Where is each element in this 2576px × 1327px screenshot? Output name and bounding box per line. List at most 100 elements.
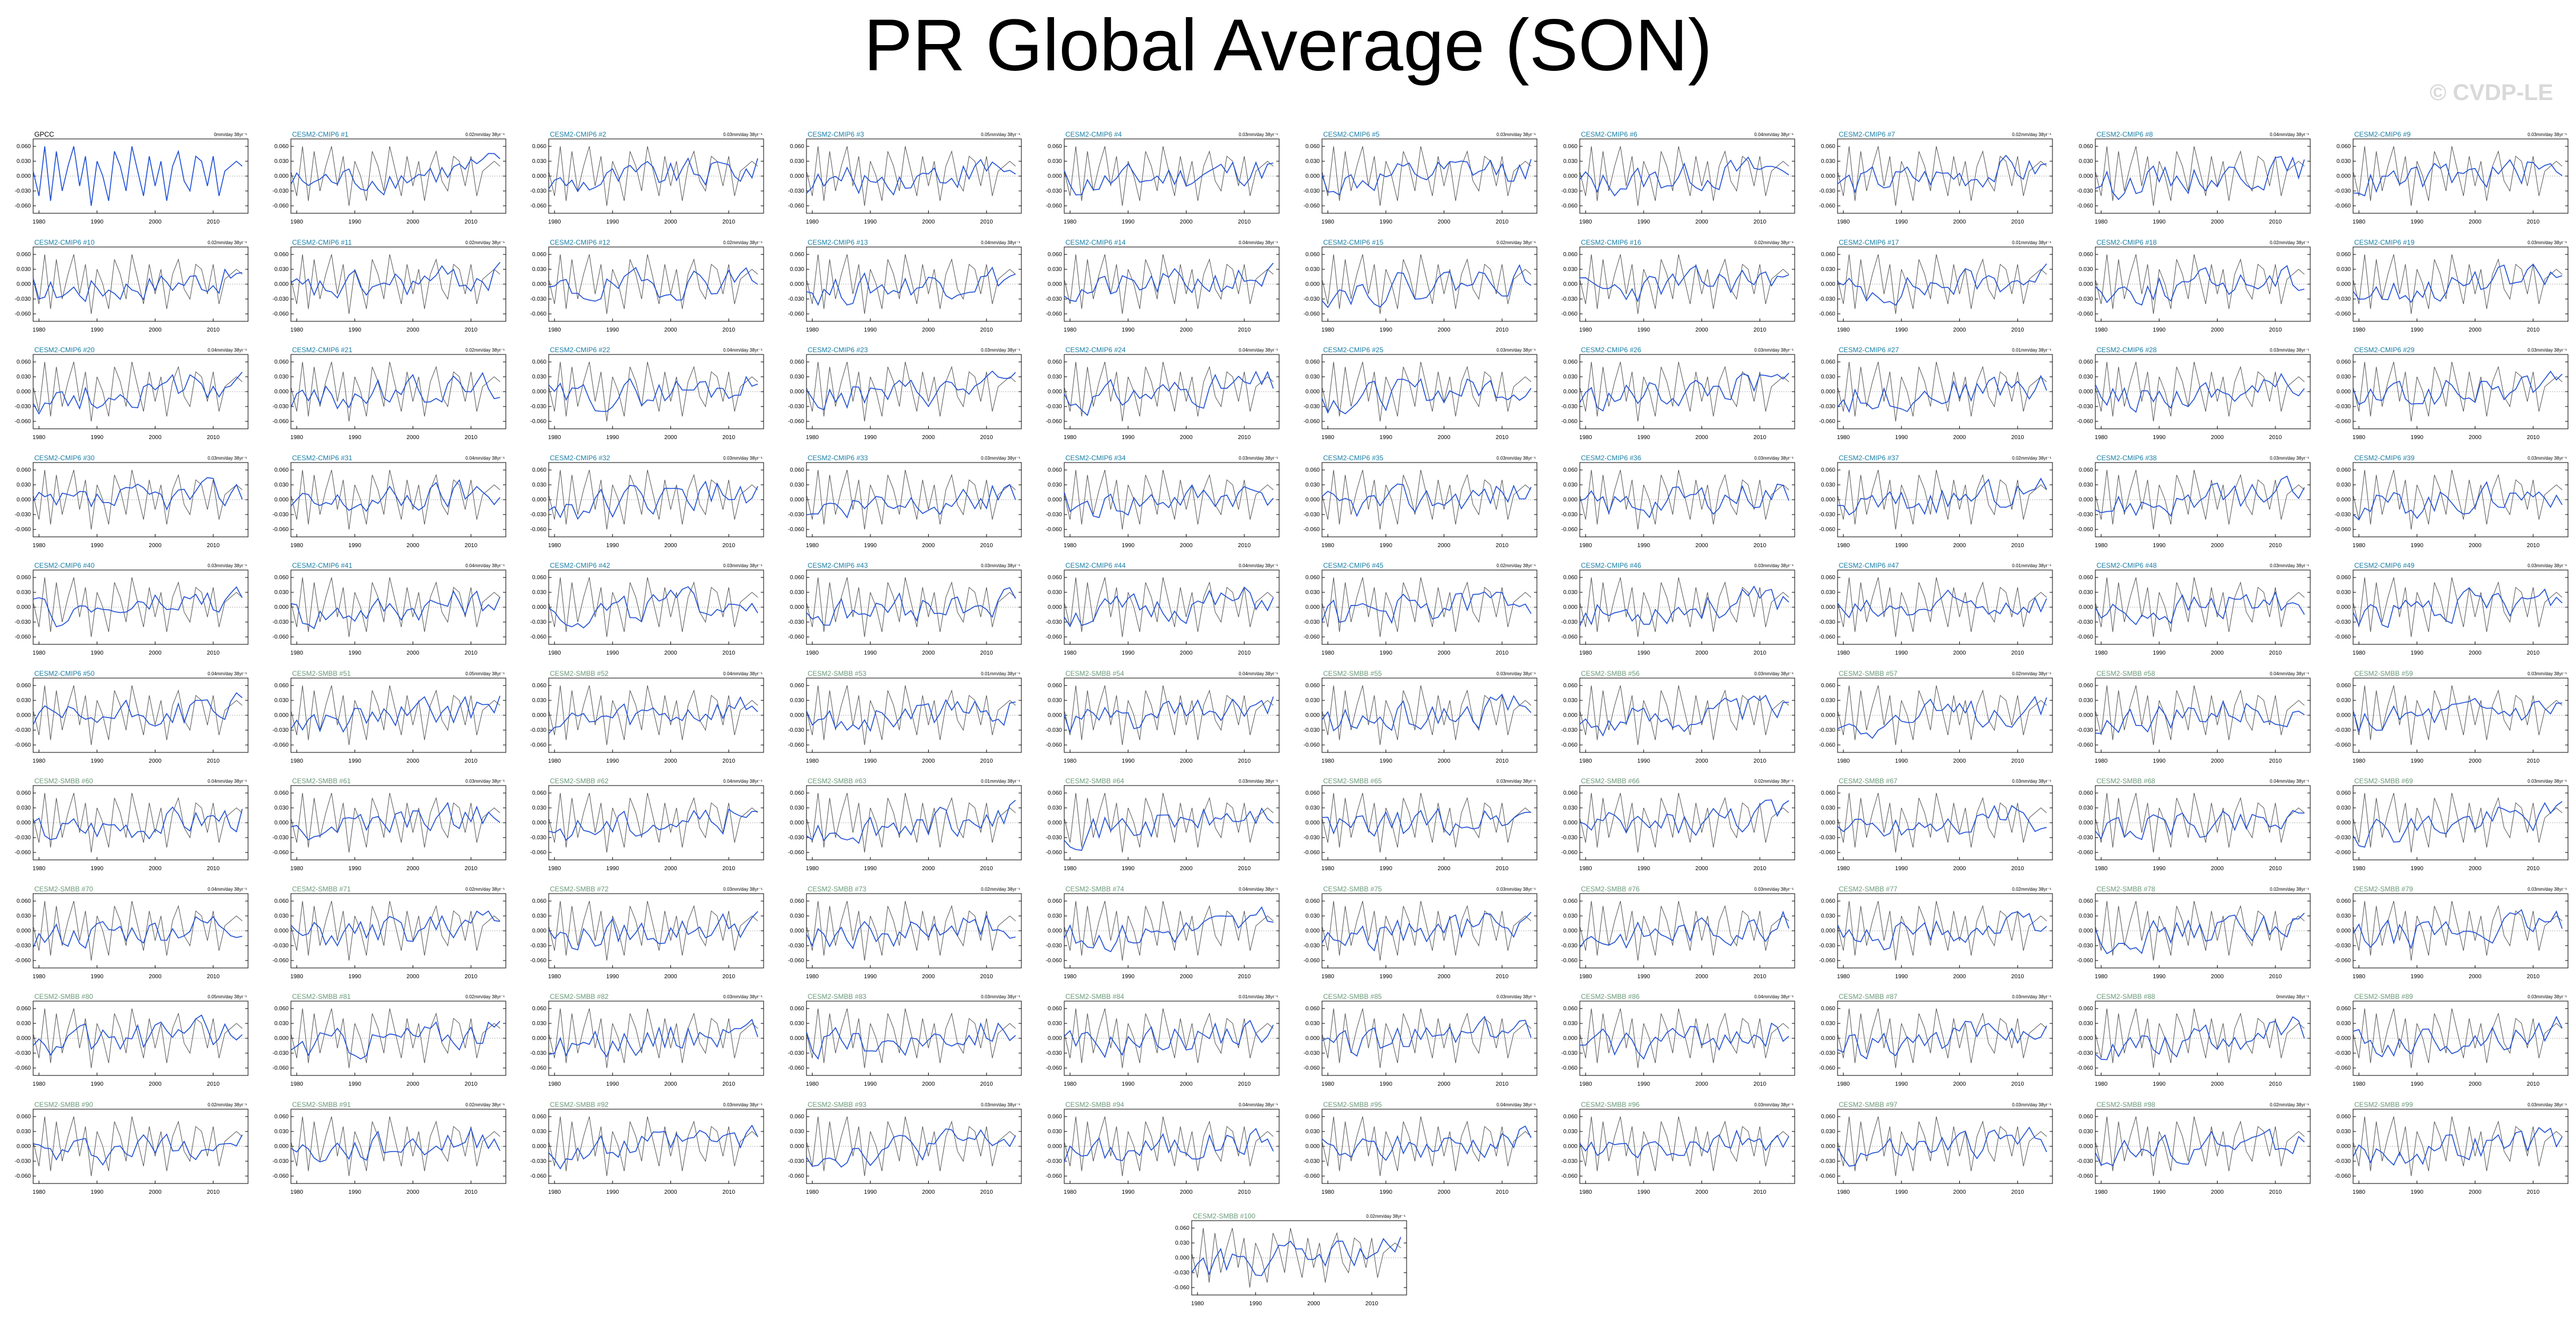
member-series-line — [1064, 484, 1274, 518]
obs-series-line — [1064, 577, 1274, 637]
obs-series-line — [1064, 1008, 1274, 1069]
y-tick-label: -0.060 — [2335, 1065, 2351, 1071]
y-tick-label: -0.030 — [788, 512, 805, 518]
y-tick-label: 0.060 — [790, 790, 804, 796]
y-tick-label: 0.030 — [274, 374, 289, 380]
x-tick-label: 1980 — [33, 219, 46, 225]
panel-title: CESM2-CMIP6 #34 — [1065, 454, 1126, 462]
y-tick-label: -0.030 — [1304, 512, 1320, 518]
x-tick-label: 2010 — [207, 758, 220, 764]
y-tick-label: -0.060 — [788, 527, 805, 533]
y-tick-label: -0.060 — [15, 419, 31, 425]
y-tick-label: 0.000 — [1821, 281, 1835, 288]
x-tick-label: 2010 — [2011, 866, 2024, 872]
x-tick-label: 1990 — [864, 758, 877, 764]
panel-member-1: -0.060 -0.030 0.000 0.030 0.060 1980 1990 2000 2… — [273, 130, 506, 225]
member-series-line — [290, 479, 501, 512]
x-tick-label: 1980 — [548, 219, 561, 225]
x-tick-label: 1990 — [349, 866, 362, 872]
panel-trend-label: 0.04mm/day 38yr⁻¹ — [1754, 132, 1794, 137]
panel-member-78: -0.060 -0.030 0.000 0.030 0.060 1980 1990 2000 2… — [2077, 885, 2311, 980]
panel-trend-label: 0.03mm/day 38yr⁻¹ — [2527, 671, 2567, 676]
x-tick-label: 2000 — [1695, 974, 1708, 980]
y-tick-label: -0.030 — [2335, 188, 2351, 194]
y-tick-label: 0.060 — [2337, 683, 2351, 689]
y-tick-label: -0.030 — [2335, 727, 2351, 734]
x-tick-label: 2000 — [406, 758, 420, 764]
y-tick-label: 0.000 — [790, 173, 804, 180]
panel-member-3: -0.060 -0.030 0.000 0.030 0.060 1980 1990 2000 2… — [788, 130, 1022, 225]
y-tick-label: 0.030 — [17, 266, 31, 273]
x-tick-label: 1990 — [349, 650, 362, 656]
panel-trend-label: 0.02mm/day 38yr⁻¹ — [1496, 563, 1536, 568]
panel-title: CESM2-SMBB #52 — [550, 670, 609, 678]
panel-member-85: -0.060 -0.030 0.000 0.030 0.060 1980 1990 2000 2… — [1304, 993, 1537, 1087]
x-tick-label: 1990 — [1638, 327, 1651, 333]
y-tick-label: -0.060 — [1819, 850, 1836, 856]
y-tick-label: 0.060 — [2337, 359, 2351, 365]
x-tick-label: 1990 — [91, 327, 104, 333]
panel-title: CESM2-SMBB #87 — [1839, 993, 1898, 1001]
y-tick-label: -0.060 — [1304, 958, 1320, 964]
panel-title: CESM2-CMIP6 #40 — [34, 561, 95, 569]
panel-trend-label: 0.04mm/day 38yr⁻¹ — [2270, 132, 2309, 137]
x-tick-label: 2010 — [980, 1081, 993, 1087]
x-tick-label: 1980 — [2353, 1189, 2366, 1196]
x-tick-label: 2000 — [2211, 650, 2224, 656]
x-tick-label: 2000 — [922, 327, 935, 333]
x-tick-label: 2010 — [2011, 758, 2024, 764]
panel-member-98: -0.060 -0.030 0.000 0.030 0.060 1980 1990 2000 2… — [2077, 1101, 2311, 1196]
panel-member-74: -0.060 -0.030 0.000 0.030 0.060 1980 1990 2000 2… — [1046, 885, 1280, 980]
panel-title: CESM2-SMBB #77 — [1839, 885, 1898, 893]
x-tick-label: 1990 — [606, 650, 620, 656]
y-tick-label: 0.030 — [1563, 1021, 1577, 1027]
member-series-line — [548, 480, 758, 520]
y-tick-label: 0.000 — [1821, 1143, 1835, 1150]
obs-series-line — [33, 900, 243, 961]
x-tick-label: 1990 — [91, 1189, 104, 1196]
y-tick-label: 0.060 — [532, 1114, 546, 1120]
y-tick-label: -0.060 — [2335, 1173, 2351, 1179]
y-tick-label: 0.030 — [532, 482, 546, 488]
member-series-line — [33, 477, 243, 511]
member-series-line — [1321, 693, 1532, 731]
y-tick-label: 0.030 — [17, 1129, 31, 1135]
y-tick-label: 0.060 — [1821, 467, 1835, 473]
y-tick-label: -0.030 — [530, 1050, 547, 1057]
member-series-line — [1321, 378, 1532, 415]
x-tick-label: 2000 — [149, 1081, 162, 1087]
member-series-line — [2095, 1128, 2305, 1166]
y-tick-label: 0.060 — [17, 575, 31, 581]
panel-member-51: -0.060 -0.030 0.000 0.030 0.060 1980 1990 2000 2… — [273, 670, 506, 764]
y-tick-label: 0.060 — [2079, 1114, 2093, 1120]
y-tick-label: 0.060 — [2337, 252, 2351, 258]
panel-title: CESM2-CMIP6 #31 — [292, 454, 353, 462]
y-tick-label: -0.060 — [530, 1065, 547, 1071]
panel-title: CESM2-SMBB #66 — [1581, 777, 1640, 785]
x-tick-label: 2000 — [1437, 650, 1451, 656]
obs-series-line — [2095, 792, 2305, 853]
x-tick-label: 1990 — [1122, 758, 1135, 764]
y-tick-label: -0.030 — [788, 188, 805, 194]
panel-title: CESM2-CMIP6 #47 — [1839, 561, 1899, 569]
y-tick-label: -0.030 — [2335, 1050, 2351, 1057]
x-tick-label: 2010 — [2527, 435, 2540, 441]
obs-series-line — [806, 254, 1016, 314]
panel-trend-label: 0.01mm/day 38yr⁻¹ — [981, 671, 1020, 676]
y-tick-label: 0.000 — [532, 820, 546, 826]
y-tick-label: -0.030 — [1304, 404, 1320, 410]
y-tick-label: -0.030 — [1304, 619, 1320, 625]
y-tick-label: 0.060 — [1305, 683, 1320, 689]
panel-trend-label: 0.03mm/day 38yr⁻¹ — [1754, 671, 1794, 676]
member-series-line — [806, 699, 1016, 732]
x-tick-label: 2010 — [1754, 974, 1767, 980]
y-tick-label: -0.060 — [788, 850, 805, 856]
obs-series-line — [548, 469, 758, 529]
panel-title: CESM2-CMIP6 #49 — [2354, 561, 2415, 569]
panel-member-18: -0.060 -0.030 0.000 0.030 0.060 1980 1990 2000 2… — [2077, 238, 2311, 333]
y-tick-label: -0.030 — [1819, 727, 1836, 734]
panel-member-92: -0.060 -0.030 0.000 0.030 0.060 1980 1990 2000 2… — [530, 1101, 764, 1196]
y-tick-label: 0.000 — [2337, 1035, 2351, 1042]
panel-trend-label: 0.03mm/day 38yr⁻¹ — [2527, 1102, 2567, 1107]
